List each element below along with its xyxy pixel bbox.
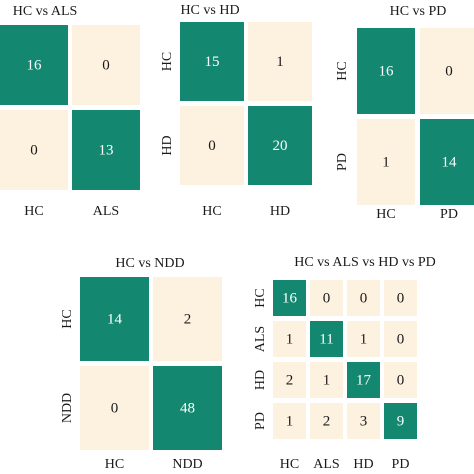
cell: [310, 321, 343, 357]
cell: [347, 280, 380, 316]
cell-value: 20: [273, 138, 288, 154]
chart-title: HC vs ALS: [13, 4, 78, 19]
cell-value: 11: [319, 331, 333, 347]
cell-value: 1: [360, 331, 368, 347]
y-tick-label: PD: [335, 153, 350, 171]
chart-title: HC vs NDD: [115, 256, 184, 271]
cell: [153, 366, 222, 450]
cell-value: 1: [276, 54, 284, 70]
cell: [357, 119, 415, 205]
cell-value: 0: [111, 400, 119, 416]
cell: [384, 321, 417, 357]
x-tick-label: HC: [376, 207, 395, 222]
cell-value: 3: [360, 413, 368, 429]
cell-value: 1: [286, 413, 294, 429]
x-tick-label: HC: [202, 204, 221, 219]
cell-value: 0: [397, 372, 405, 388]
y-tick-label: HC: [335, 61, 350, 80]
cell-value: 0: [323, 290, 331, 306]
chart-title: HC vs PD: [390, 4, 447, 19]
cell-value: 48: [180, 400, 195, 416]
cell-value: 0: [208, 138, 216, 154]
x-tick-label: PD: [392, 457, 410, 472]
y-tick-label: PD: [253, 412, 268, 430]
chart-title: HC vs HD: [180, 3, 239, 18]
cell: [273, 362, 306, 398]
cell-value: 16: [282, 290, 298, 306]
cell: [420, 28, 474, 114]
y-tick-label: HD: [253, 370, 268, 390]
x-tick-label: HC: [24, 204, 43, 219]
cell: [310, 362, 343, 398]
y-tick-label: HC: [60, 309, 75, 328]
cell: [347, 403, 380, 439]
cell: [384, 403, 417, 439]
cell-value: 0: [360, 290, 368, 306]
cell: [310, 280, 343, 316]
cell-value: 1: [382, 154, 390, 170]
cell-value: 0: [30, 142, 38, 158]
cell: [273, 280, 306, 316]
cell-value: 16: [27, 57, 43, 73]
cell: [310, 403, 343, 439]
x-tick-label: ALS: [93, 204, 119, 219]
cell-value: 2: [323, 413, 331, 429]
x-tick-label: HC: [280, 457, 299, 472]
cell-value: 0: [397, 290, 405, 306]
x-tick-label: HD: [353, 457, 373, 472]
cell: [0, 110, 68, 190]
cell: [0, 25, 68, 105]
y-tick-label: ALS: [253, 326, 268, 352]
y-tick-label: HD: [160, 135, 175, 155]
chart-title: HC vs ALS vs HD vs PD: [294, 255, 436, 270]
cell: [384, 280, 417, 316]
cell-value: 0: [397, 331, 405, 347]
y-tick-label: HC: [253, 288, 268, 307]
cell: [80, 366, 149, 450]
x-tick-label: HD: [270, 204, 290, 219]
cell: [80, 277, 149, 361]
cell: [420, 119, 474, 205]
cell-value: 1: [286, 331, 294, 347]
x-tick-label: HC: [105, 457, 124, 472]
x-tick-label: PD: [440, 207, 458, 222]
cell: [72, 25, 140, 105]
cell: [248, 22, 312, 101]
cell-value: 14: [107, 311, 123, 327]
cell: [72, 110, 140, 190]
cell-value: 13: [99, 142, 114, 158]
cell: [357, 28, 415, 114]
x-tick-label: ALS: [313, 457, 339, 472]
cell-value: 0: [102, 57, 110, 73]
cell-value: 1: [323, 372, 331, 388]
cell-value: 14: [442, 154, 458, 170]
cell-value: 16: [379, 63, 395, 79]
cell: [248, 106, 312, 185]
cell-value: 0: [445, 63, 453, 79]
cell-value: 2: [286, 372, 294, 388]
cell: [347, 362, 380, 398]
cell: [180, 22, 244, 101]
cell: [153, 277, 222, 361]
x-tick-label: NDD: [172, 457, 202, 472]
cell: [347, 321, 380, 357]
cell: [273, 403, 306, 439]
cell-value: 15: [205, 54, 220, 70]
y-tick-label: HC: [160, 52, 175, 71]
cell-value: 9: [397, 413, 405, 429]
y-tick-label: NDD: [60, 393, 75, 423]
cell: [180, 106, 244, 185]
cell: [273, 321, 306, 357]
cell-value: 2: [184, 311, 192, 327]
cell: [384, 362, 417, 398]
cell-value: 17: [356, 372, 372, 388]
